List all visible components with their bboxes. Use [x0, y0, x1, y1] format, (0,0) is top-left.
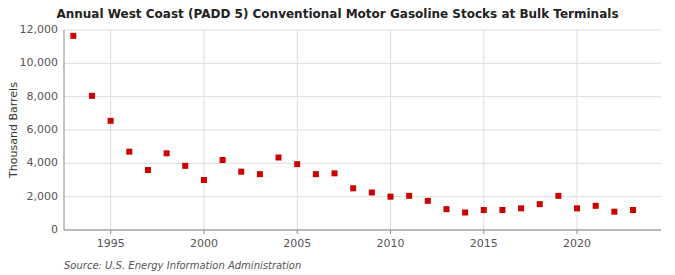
- x-grid-line: [390, 30, 391, 230]
- scatter-point: [443, 206, 449, 212]
- y-tick-label: 12,000: [20, 23, 59, 36]
- x-tick: [297, 230, 298, 234]
- scatter-points: [70, 33, 636, 216]
- chart-svg: 0 2,000 4,000 6,000 8,000 10,000 12,000 1995 200…: [0, 0, 675, 275]
- scatter-point: [89, 93, 95, 99]
- x-tick-label: 2005: [283, 237, 311, 250]
- scatter-point: [630, 207, 636, 213]
- scatter-point: [481, 207, 487, 213]
- scatter-point: [313, 171, 319, 177]
- scatter-point: [499, 207, 505, 213]
- scatter-point: [276, 155, 282, 161]
- y-grid-line: [64, 130, 661, 131]
- scatter-point: [406, 193, 412, 199]
- scatter-point: [462, 210, 468, 216]
- chart-title: Annual West Coast (PADD 5) Conventional …: [56, 7, 618, 21]
- x-tick: [390, 230, 391, 234]
- x-tick: [483, 230, 484, 234]
- scatter-point: [108, 118, 114, 124]
- scatter-point: [537, 201, 543, 207]
- scatter-point: [257, 171, 263, 177]
- scatter-point: [220, 157, 226, 163]
- x-grid-line: [203, 30, 204, 230]
- y-tick-label: 0: [51, 223, 58, 236]
- x-grid-line: [483, 30, 484, 230]
- x-axis-line: [64, 230, 661, 231]
- scatter-point: [238, 169, 244, 175]
- y-tick-label: 8,000: [27, 90, 59, 103]
- x-tick: [203, 230, 204, 234]
- x-tick-label: 2015: [470, 237, 498, 250]
- y-tick-label: 4,000: [27, 156, 59, 169]
- x-tick-label: 2020: [563, 237, 591, 250]
- source-note: Source: U.S. Energy Information Administ…: [64, 260, 301, 271]
- y-grid-line: [64, 63, 661, 64]
- y-grid-line: [64, 163, 661, 164]
- scatter-point: [369, 190, 375, 196]
- x-grid-line: [297, 30, 298, 230]
- chart-container: 0 2,000 4,000 6,000 8,000 10,000 12,000 1995 200…: [0, 0, 675, 275]
- scatter-point: [294, 161, 300, 167]
- scatter-point: [387, 194, 393, 200]
- x-tick-label: 1995: [97, 237, 125, 250]
- y-grid-line: [64, 30, 661, 31]
- scatter-point: [555, 193, 561, 199]
- scatter-point: [593, 203, 599, 209]
- x-tick: [577, 230, 578, 234]
- x-tick-label: 2000: [190, 237, 218, 250]
- y-tick-label: 2,000: [27, 190, 59, 203]
- scatter-point: [332, 170, 338, 176]
- scatter-point: [126, 149, 132, 155]
- axes: 0 2,000 4,000 6,000 8,000 10,000 12,000 1995 200…: [20, 23, 662, 250]
- x-grid-line: [110, 30, 111, 230]
- scatter-point: [425, 198, 431, 204]
- scatter-point: [201, 177, 207, 183]
- scatter-point: [164, 150, 170, 156]
- y-axis-label: Thousand Barrels: [7, 82, 20, 179]
- y-tick-label: 6,000: [27, 123, 59, 136]
- scatter-point: [182, 163, 188, 169]
- scatter-point: [611, 209, 617, 215]
- x-tick-label: 2010: [376, 237, 404, 250]
- y-axis-line: [64, 30, 65, 230]
- grid: [64, 30, 661, 230]
- x-tick: [110, 230, 111, 234]
- x-grid-line: [577, 30, 578, 230]
- y-grid-line: [64, 230, 661, 231]
- scatter-point: [70, 33, 76, 39]
- y-tick-label: 10,000: [20, 56, 59, 69]
- scatter-point: [518, 205, 524, 211]
- scatter-point: [145, 167, 151, 173]
- y-grid-line: [64, 196, 661, 197]
- y-grid-line: [64, 96, 661, 97]
- scatter-point: [350, 185, 356, 191]
- scatter-point: [574, 205, 580, 211]
